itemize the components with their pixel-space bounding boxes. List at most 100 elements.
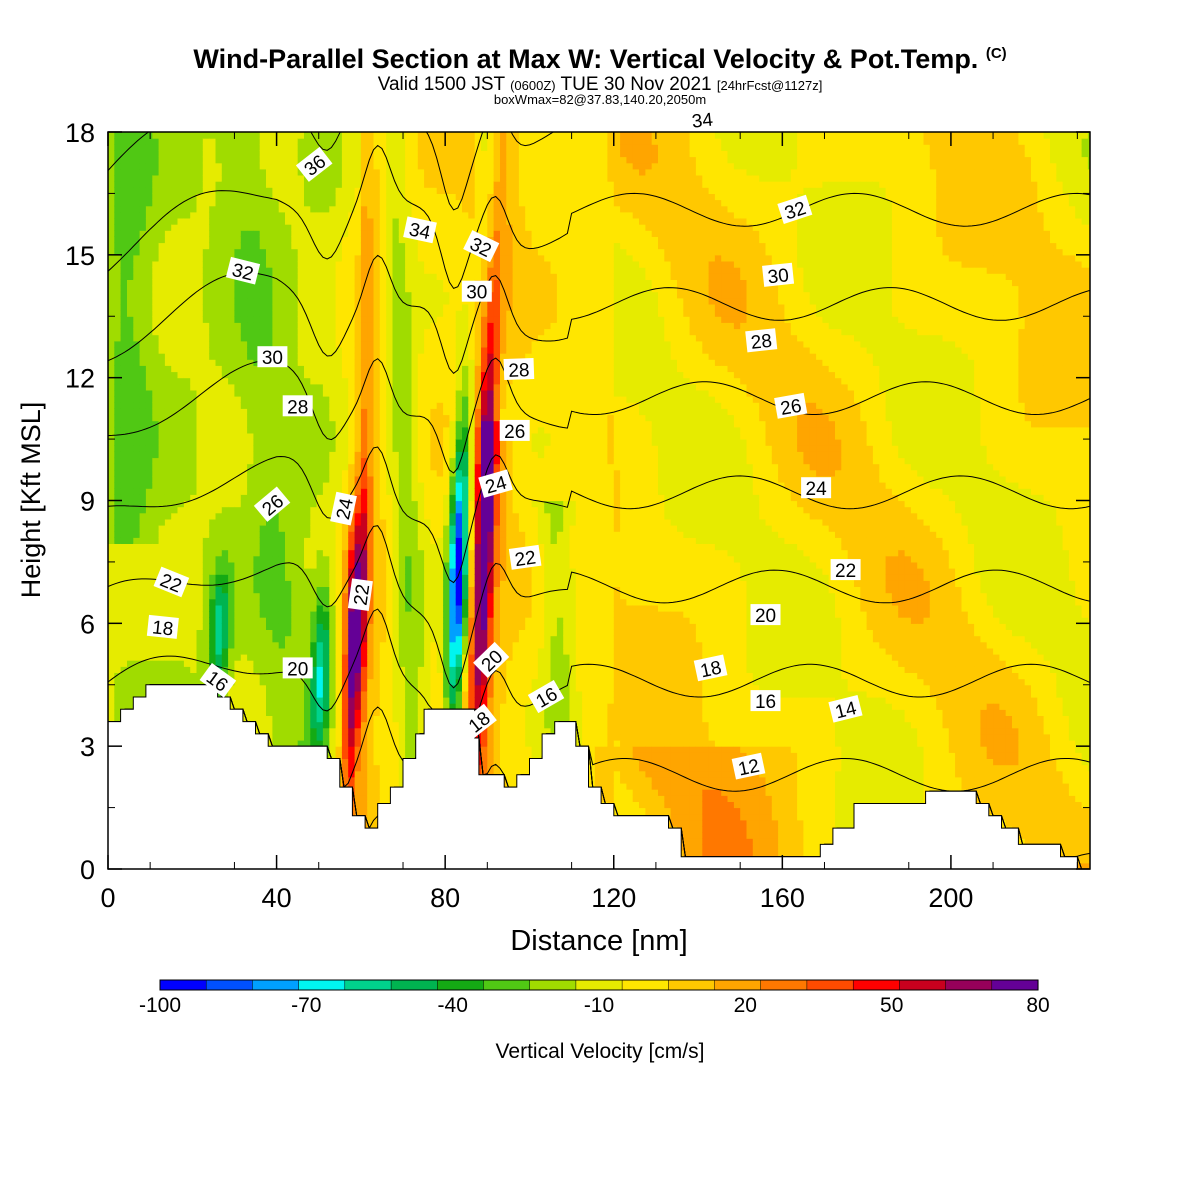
field-cell xyxy=(183,414,191,422)
field-cell xyxy=(221,488,229,495)
field-cell xyxy=(304,451,311,459)
field-cell xyxy=(171,396,179,403)
field-cell xyxy=(228,451,235,459)
field-cell xyxy=(278,555,286,563)
field-cell xyxy=(114,261,122,268)
field-cell xyxy=(171,156,179,164)
field-cell xyxy=(310,506,318,514)
field-cell xyxy=(152,482,160,489)
field-cell xyxy=(158,156,166,164)
field-cell xyxy=(310,715,318,723)
field-cell xyxy=(139,328,147,336)
field-cell xyxy=(221,482,229,489)
field-cell xyxy=(177,623,185,630)
field-cell xyxy=(108,175,115,182)
field-cell xyxy=(304,506,311,514)
field-cell xyxy=(247,469,254,477)
field-cell xyxy=(329,211,337,219)
field-cell xyxy=(285,224,292,231)
field-cell xyxy=(354,500,362,508)
field-cell xyxy=(266,463,273,471)
field-cell xyxy=(196,549,204,557)
field-cell xyxy=(367,574,375,581)
field-cell xyxy=(329,439,337,446)
field-cell xyxy=(145,322,153,330)
field-cell xyxy=(164,647,172,655)
field-cell xyxy=(114,181,122,188)
field-cell xyxy=(133,531,141,538)
field-cell xyxy=(272,604,280,612)
field-cell xyxy=(266,304,273,311)
field-cell xyxy=(360,617,368,624)
field-cell xyxy=(253,703,261,710)
field-cell xyxy=(341,469,349,477)
field-cell xyxy=(108,641,115,649)
field-cell xyxy=(114,647,122,655)
field-cell xyxy=(177,279,185,287)
field-cell xyxy=(278,518,286,526)
field-cell xyxy=(145,420,153,428)
field-cell xyxy=(329,537,337,544)
field-cell xyxy=(278,402,286,409)
field-cell xyxy=(145,568,153,575)
field-cell xyxy=(139,224,147,231)
field-cell xyxy=(139,494,147,502)
field-cell xyxy=(114,175,122,182)
field-cell xyxy=(304,383,311,391)
field-cell xyxy=(247,500,254,508)
field-cell xyxy=(145,267,153,274)
field-cell xyxy=(304,629,311,637)
field-cell xyxy=(139,549,147,557)
field-cell xyxy=(234,138,242,145)
field-cell xyxy=(209,623,217,630)
field-cell xyxy=(234,555,242,563)
field-cell xyxy=(145,365,153,373)
field-cell xyxy=(221,334,229,342)
field-cell xyxy=(215,279,223,287)
field-cell xyxy=(190,555,198,563)
field-cell xyxy=(139,156,147,164)
field-cell xyxy=(329,224,337,231)
field-cell xyxy=(196,322,204,330)
field-cell xyxy=(354,537,362,544)
field-cell xyxy=(108,494,115,502)
field-cell xyxy=(202,285,210,293)
field-cell xyxy=(360,506,368,514)
field-cell xyxy=(221,617,229,624)
field-cell xyxy=(164,316,172,323)
field-cell xyxy=(209,580,217,587)
field-cell xyxy=(120,598,128,606)
field-cell xyxy=(322,199,330,207)
field-cell xyxy=(133,494,141,502)
field-cell xyxy=(152,641,160,649)
field-cell xyxy=(171,611,179,618)
field-cell xyxy=(329,543,337,551)
field-cell xyxy=(209,254,217,262)
field-cell xyxy=(240,703,248,710)
field-cell xyxy=(240,279,248,287)
field-cell xyxy=(360,389,368,397)
field-cell xyxy=(291,506,299,514)
field-cell xyxy=(259,175,267,182)
field-cell xyxy=(114,488,122,495)
field-cell xyxy=(259,396,267,403)
field-cell xyxy=(272,322,280,330)
field-cell xyxy=(190,156,198,164)
field-cell xyxy=(196,439,204,446)
field-cell xyxy=(202,297,210,305)
field-cell xyxy=(114,469,122,477)
field-cell xyxy=(108,549,115,557)
field-cell xyxy=(354,445,362,452)
field-cell xyxy=(259,420,267,428)
field-cell xyxy=(304,242,311,250)
field-cell xyxy=(310,580,318,587)
field-cell xyxy=(322,242,330,250)
field-cell xyxy=(240,469,248,477)
field-cell xyxy=(259,426,267,434)
field-cell xyxy=(278,316,286,323)
field-cell xyxy=(348,414,356,422)
field-cell xyxy=(183,242,191,250)
field-cell xyxy=(145,383,153,391)
field-cell xyxy=(310,531,318,538)
field-cell xyxy=(127,199,134,207)
